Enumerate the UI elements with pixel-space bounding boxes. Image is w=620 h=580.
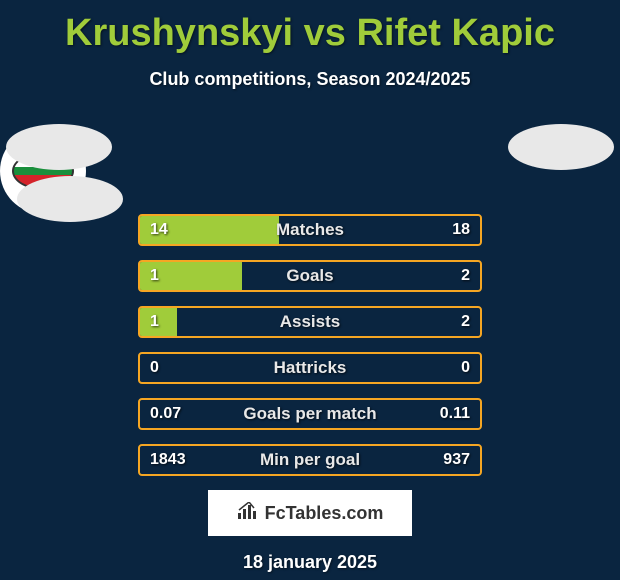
date-label: 18 january 2025 xyxy=(0,552,620,573)
player-left-badge-1 xyxy=(6,124,112,170)
stat-value-right: 0 xyxy=(461,354,470,382)
stat-label: Assists xyxy=(140,308,480,336)
stat-row: 1Goals2 xyxy=(138,260,482,292)
stat-value-right: 2 xyxy=(461,308,470,336)
stat-label: Matches xyxy=(140,216,480,244)
stats-area: 14Matches18 1Goals2 1Assists2 0Hattricks0 0.… xyxy=(0,128,620,476)
stat-value-right: 2 xyxy=(461,262,470,290)
watermark-text: FcTables.com xyxy=(265,503,384,524)
watermark[interactable]: FcTables.com xyxy=(208,490,412,536)
stat-row: 1Assists2 xyxy=(138,306,482,338)
stat-row: 0Hattricks0 xyxy=(138,352,482,384)
page-title: Krushynskyi vs Rifet Kapic xyxy=(0,0,620,55)
page-subtitle: Club competitions, Season 2024/2025 xyxy=(0,69,620,90)
stat-value-right: 0.11 xyxy=(440,400,470,428)
player-right-badge-1 xyxy=(508,124,614,170)
stat-label: Goals xyxy=(140,262,480,290)
chart-icon xyxy=(237,502,259,525)
stat-label: Min per goal xyxy=(140,446,480,474)
stat-label: Hattricks xyxy=(140,354,480,382)
player-left-badge-2 xyxy=(17,176,123,222)
stat-value-right: 937 xyxy=(443,446,470,474)
stat-row: 0.07Goals per match0.11 xyxy=(138,398,482,430)
stat-label: Goals per match xyxy=(140,400,480,428)
bars-container: 14Matches18 1Goals2 1Assists2 0Hattricks0 0.… xyxy=(0,214,620,476)
stat-row: 1843Min per goal937 xyxy=(138,444,482,476)
stat-row: 14Matches18 xyxy=(138,214,482,246)
stat-value-right: 18 xyxy=(452,216,470,244)
